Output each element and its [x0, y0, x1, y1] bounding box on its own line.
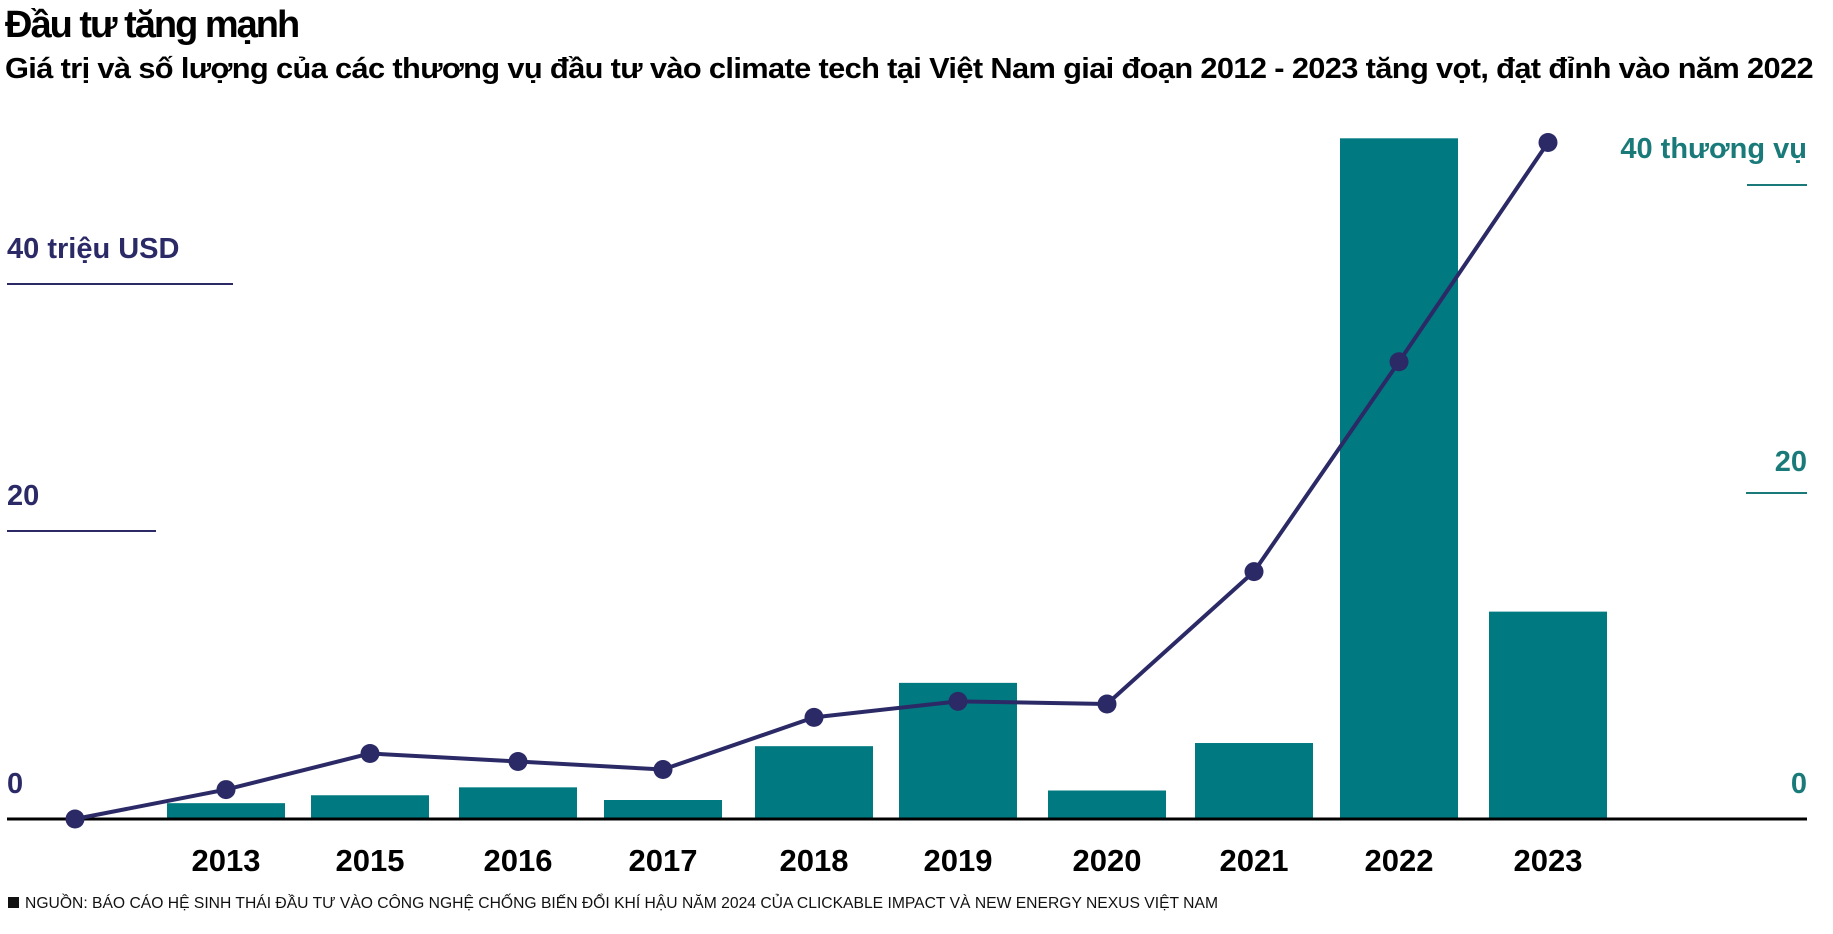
point-2023	[1538, 132, 1558, 152]
right-tick-label-20: 20	[1775, 446, 1807, 478]
point-2013	[216, 780, 236, 800]
x-tick-label-2013: 2013	[192, 843, 261, 878]
bar-2013	[167, 803, 285, 819]
point-2019	[948, 691, 968, 711]
point-2018	[804, 707, 824, 727]
bar-2021	[1195, 743, 1313, 819]
x-tick-label-2021: 2021	[1220, 843, 1289, 878]
x-tick-label-2022: 2022	[1365, 843, 1434, 878]
point-2015	[360, 743, 380, 763]
point-2020	[1097, 694, 1117, 714]
bar-2017	[604, 800, 722, 819]
chart-subtitle: Giá trị và số lượng của các thương vụ đầ…	[5, 53, 1813, 85]
line-points	[65, 132, 1558, 829]
point-2017	[653, 760, 673, 780]
bar-2018	[755, 746, 873, 819]
left-axis: 0 20 40 triệu USD	[7, 233, 233, 800]
bar-2015	[311, 795, 429, 819]
point-2021	[1244, 562, 1264, 582]
left-tick-label-0: 0	[7, 768, 23, 800]
point-2012	[65, 809, 85, 829]
bar-2022	[1340, 138, 1458, 819]
right-axis: 0 20 40 thương vụ	[1620, 133, 1807, 800]
right-tick-label-40: 40 thương vụ	[1620, 133, 1807, 165]
point-2016	[508, 752, 528, 772]
x-tick-label-2017: 2017	[629, 843, 698, 878]
point-2022	[1389, 352, 1409, 372]
x-tick-label-2019: 2019	[924, 843, 993, 878]
x-tick-label-2020: 2020	[1073, 843, 1142, 878]
x-tick-label-2016: 2016	[484, 843, 553, 878]
source-text: NGUỒN: BÁO CÁO HỆ SINH THÁI ĐẦU TƯ VÀO C…	[25, 894, 1218, 912]
bar-2023	[1489, 611, 1607, 819]
chart-title: Đầu tư tăng mạnh	[5, 4, 298, 46]
x-tick-label-2023: 2023	[1514, 843, 1583, 878]
x-tick-label-2015: 2015	[336, 843, 405, 878]
left-tick-label-40: 40 triệu USD	[7, 233, 179, 265]
x-tick-labels: 2013 2015 2016 2017 2018 2019 2020 2021 2022 2023	[192, 843, 1583, 878]
bar-series	[167, 138, 1607, 819]
left-tick-label-20: 20	[7, 480, 39, 512]
x-tick-label-2018: 2018	[780, 843, 849, 878]
right-tick-label-0: 0	[1791, 768, 1807, 800]
source-note: NGUỒN: BÁO CÁO HỆ SINH THÁI ĐẦU TƯ VÀO C…	[8, 894, 1218, 912]
square-bullet-icon	[8, 897, 19, 908]
bar-2016	[459, 787, 577, 819]
bar-2020	[1048, 790, 1166, 819]
